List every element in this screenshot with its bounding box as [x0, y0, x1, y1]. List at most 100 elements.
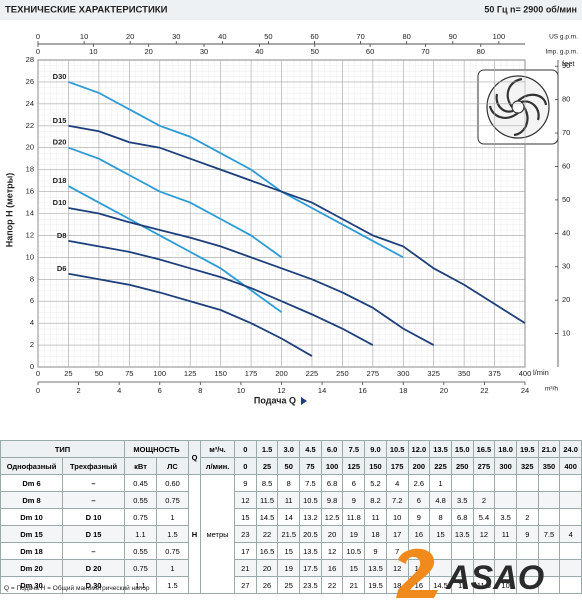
x-tick-label: 25 [64, 369, 72, 378]
table-cell: 14 [277, 508, 301, 526]
curve-label: D18 [53, 176, 67, 185]
table-cell: 0.60 [156, 474, 189, 492]
table-cell [472, 474, 496, 492]
table-cell: 175 [385, 457, 409, 475]
extra-axis-unit: Imp. g.p.m. [545, 49, 578, 56]
table-cell: H [188, 474, 201, 594]
table-cell: 1 [156, 508, 189, 526]
table-cell: 6.0 [320, 440, 344, 458]
y-tick-label: 0 [30, 362, 34, 371]
table-cell: 0.75 [156, 542, 189, 560]
table-cell: 11 [494, 525, 517, 543]
extra-axis-unit: m³/h [545, 386, 558, 393]
table-cell: 11.5 [255, 491, 279, 509]
table-cell: 1.1 [124, 576, 157, 594]
table-cell: 18.0 [494, 440, 517, 458]
table-cell: 17.5 [299, 559, 322, 577]
table-cell: Однофазный [0, 457, 63, 475]
table-cell: 4 [385, 474, 409, 492]
logo-text: ASAO [445, 559, 544, 597]
table-cell: метры [200, 474, 235, 594]
table-cell: 22 [320, 576, 344, 594]
curve-label: D15 [53, 116, 67, 125]
extra-axis-tick-label: 100 [493, 32, 506, 41]
table-cell: 10.5 [299, 491, 322, 509]
table-cell [450, 474, 474, 492]
table-cell: Dm 18 [0, 542, 63, 560]
table-cell: 1.1 [124, 525, 157, 543]
extra-axis-tick-label: 80 [477, 47, 485, 56]
y-tick-label: 8 [30, 274, 34, 283]
table-cell: 13.5 [299, 542, 322, 560]
pump-curve [68, 240, 374, 346]
x-tick-label: 175 [245, 369, 258, 378]
curve-label: D30 [53, 72, 67, 81]
table-cell: МОЩНОСТЬ [124, 440, 189, 458]
extra-axis-tick-label: 2 [76, 386, 80, 395]
table-cell: 8.2 [364, 491, 387, 509]
table-cell: D 10 [62, 508, 125, 526]
table-cell: 16.5 [255, 542, 279, 560]
table-cell: 15.0 [450, 440, 474, 458]
table-cell: 0 [234, 457, 257, 475]
y2-tick-label: 80 [562, 95, 570, 104]
table-cell: 350 [537, 457, 561, 475]
extra-axis-tick-label: 12 [277, 386, 285, 395]
y-tick-label: 4 [30, 318, 34, 327]
table-cell: 7.2 [385, 491, 409, 509]
table-cell: 10.5 [385, 440, 409, 458]
table-cell: 24.0 [559, 440, 582, 458]
table-cell: 9 [407, 508, 431, 526]
table-cell: м³/ч. [200, 440, 235, 458]
x-tick-label: 125 [184, 369, 197, 378]
extra-axis-tick-label: 40 [218, 32, 226, 41]
table-cell: 8 [277, 474, 301, 492]
y-tick-label: 20 [26, 143, 34, 152]
y2-tick-label: 30 [562, 262, 570, 271]
extra-axis-tick-label: 4 [117, 386, 121, 395]
table-cell: 5.2 [364, 474, 387, 492]
table-cell: Dm 20 [0, 559, 63, 577]
table-cell: 20.5 [299, 525, 322, 543]
table-cell: 21.0 [537, 440, 561, 458]
curve-label: D20 [53, 138, 67, 147]
extra-axis-tick-label: 22 [480, 386, 488, 395]
extra-axis-tick-label: 50 [264, 32, 272, 41]
y-tick-label: 10 [26, 252, 34, 261]
table-cell: 18 [364, 525, 387, 543]
pump-curve [68, 124, 526, 324]
table-cell [515, 491, 539, 509]
table-cell: Dm 8 [0, 491, 63, 509]
table-cell: 7.5 [537, 525, 561, 543]
x-tick-label: 400 [519, 369, 532, 378]
chart-title: ТЕХНИЧЕСКИЕ ХАРАКТЕРИСТИКИ [5, 5, 168, 16]
table-cell: 150 [364, 457, 387, 475]
table-cell: 9 [515, 525, 539, 543]
table-cell [494, 474, 517, 492]
table-cell: 0 [234, 440, 257, 458]
x-tick-label: 325 [427, 369, 440, 378]
table-cell [515, 474, 539, 492]
table-cell [494, 491, 517, 509]
table-cell: 1.5 [156, 525, 189, 543]
table-row: Dm 20 D 20 0.75 1 21 20 19 17.5 16 15 13.5 12 10 [0, 559, 582, 577]
table-cell: 6 [407, 491, 431, 509]
table-cell: 11 [277, 491, 301, 509]
table-cell: 225 [429, 457, 452, 475]
table-cell: Dm 10 [0, 508, 63, 526]
table-cell: 100 [320, 457, 344, 475]
table-cell: ЛС [156, 457, 189, 475]
chart-subtitle: 50 Гц n= 2900 об/мин [484, 4, 577, 14]
extra-axis-tick-label: 24 [521, 386, 529, 395]
table-cell: 26 [255, 576, 279, 594]
table-cell: 19 [342, 525, 366, 543]
table-cell: 300 [494, 457, 517, 475]
table-cell: 2.6 [407, 474, 431, 492]
table-cell: 12 [472, 525, 496, 543]
table-cell [559, 508, 582, 526]
pump-curve [68, 272, 313, 357]
table-cell: 2 [515, 508, 539, 526]
table-cell: 15 [277, 542, 301, 560]
x-tick-label: 350 [458, 369, 471, 378]
